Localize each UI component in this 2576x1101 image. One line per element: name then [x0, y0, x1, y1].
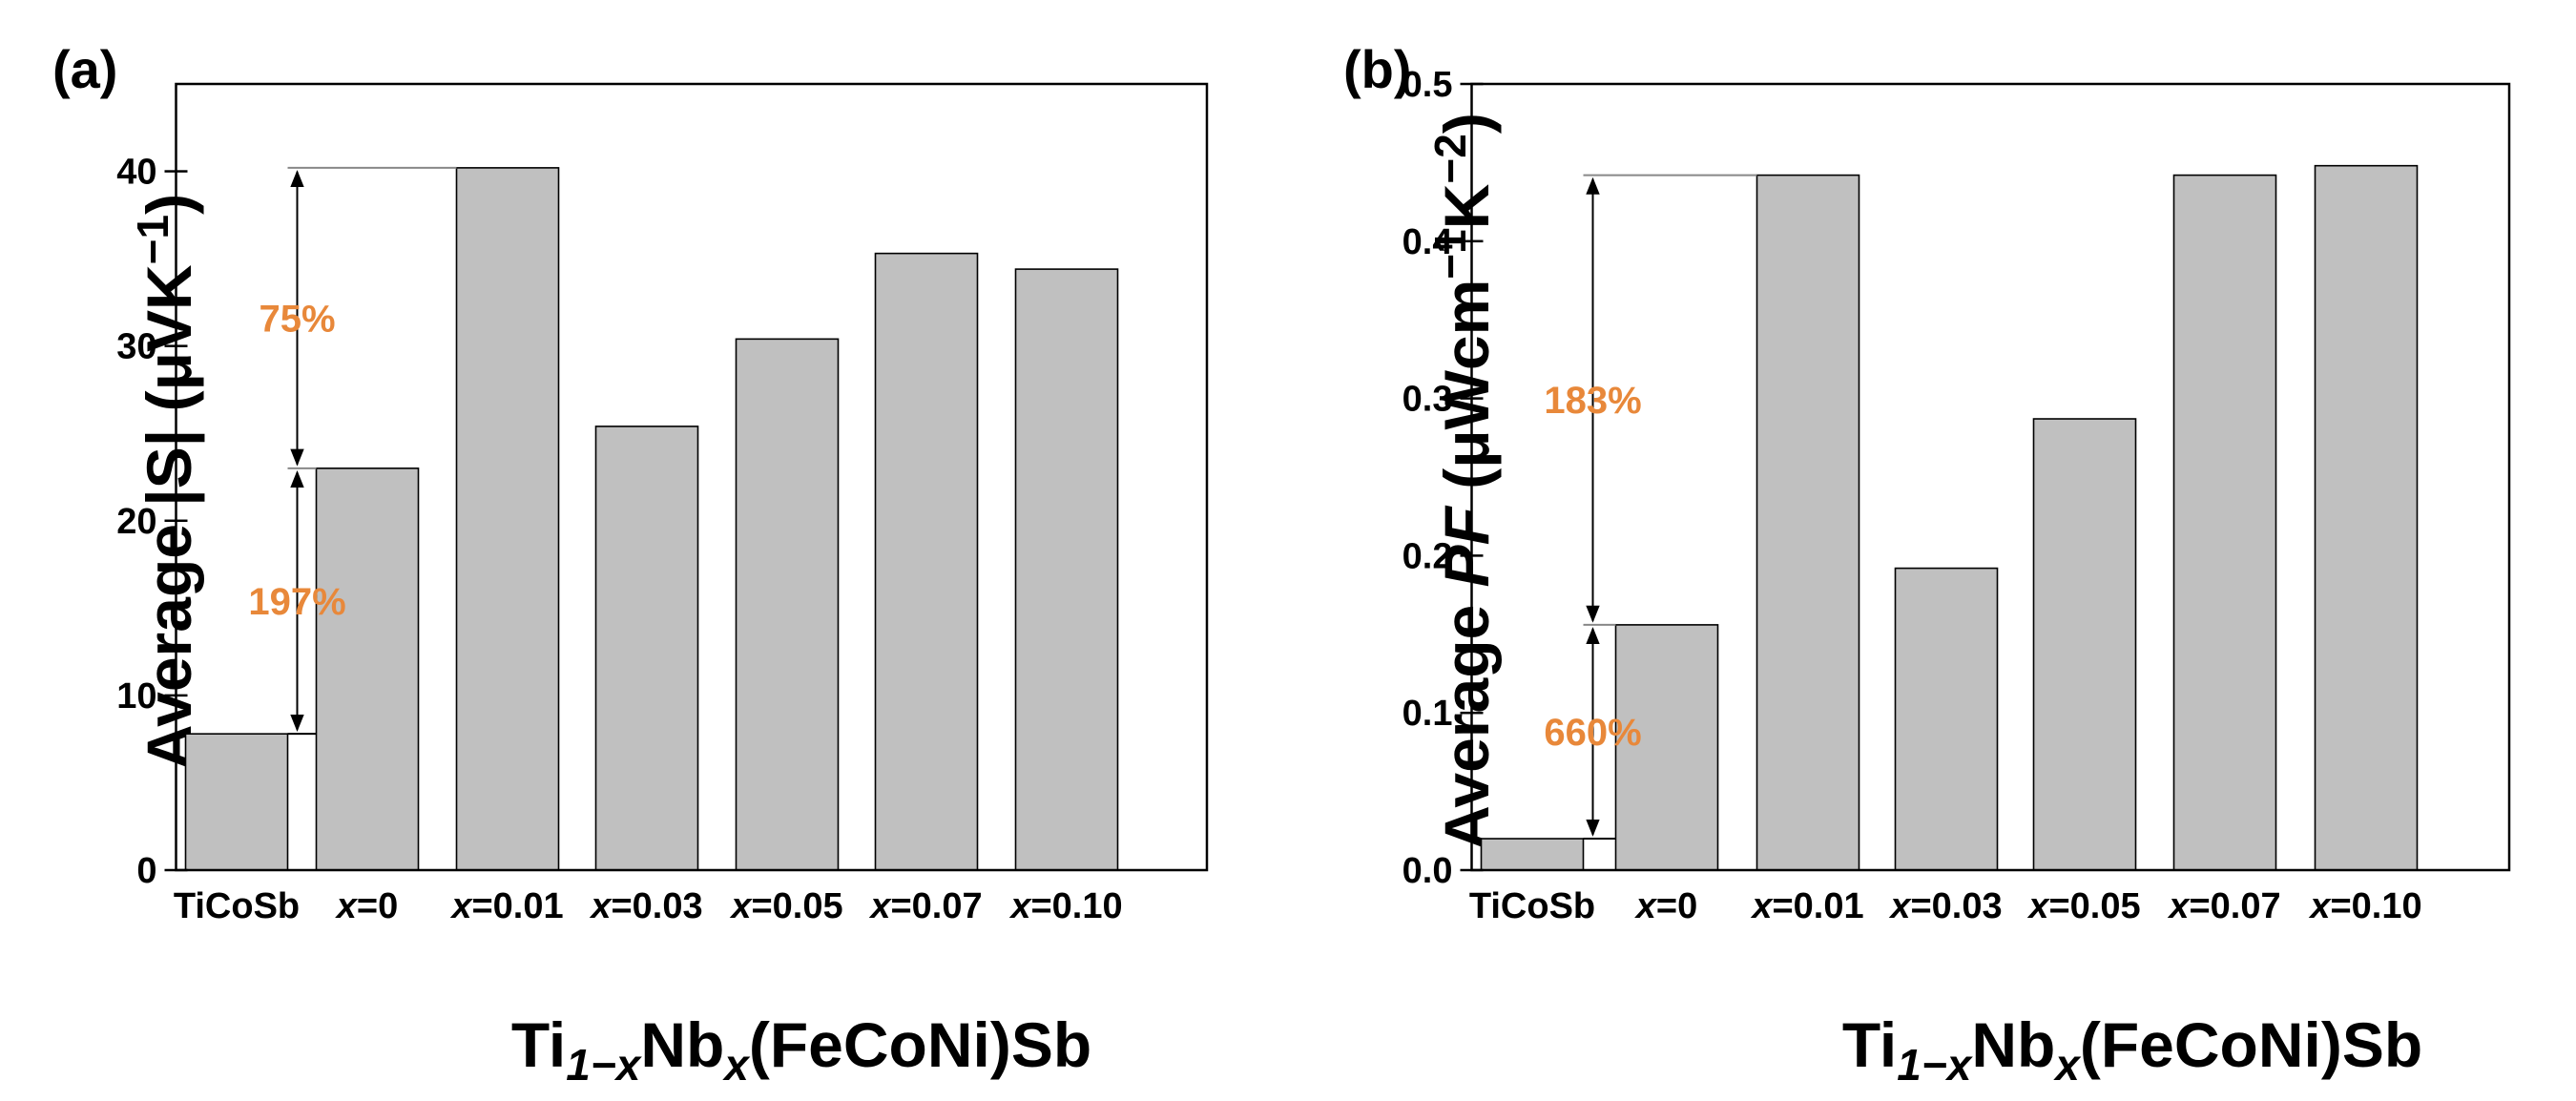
x-tick-label-5: x=0.07: [2167, 886, 2280, 926]
x-tick-label-2: x=0.01: [1750, 886, 1863, 926]
y-tick-label-0: 0: [136, 851, 156, 891]
x-tick-label-3: x=0.03: [1888, 886, 2002, 926]
x-tick-label-4: x=0.05: [2026, 886, 2140, 926]
x-tick-label-6: x=0.10: [2308, 886, 2421, 926]
panel-a-y-axis-label: Average |S| (μVK−1): [128, 194, 206, 770]
y-tick-label-2: 0.2: [1402, 536, 1453, 576]
panel-a-x-axis-label: Ti1−xNbx(FeCoNi)Sb: [511, 1009, 1091, 1090]
plot-frame: [1470, 82, 2511, 872]
bar-5: [874, 252, 979, 871]
bar-0: [184, 733, 289, 871]
annotation-label-1: 197%: [248, 581, 345, 623]
y-tick-label-3: 30: [116, 327, 156, 367]
bar-3: [1894, 567, 1999, 871]
y-tick-label-5: 0.5: [1402, 65, 1453, 105]
bar-6: [2314, 164, 2419, 871]
annotation-label-0: 183%: [1544, 380, 1641, 422]
y-tick-label-0: 0.0: [1402, 851, 1453, 891]
annotation-label-0: 75%: [259, 298, 335, 340]
bar-0: [1480, 838, 1585, 871]
y-tick-label-1: 10: [116, 676, 156, 717]
x-tick-label-1: x=0: [335, 886, 398, 926]
panel-a-label: (a): [52, 39, 117, 99]
bar-1: [315, 467, 420, 871]
bar-3: [594, 426, 699, 871]
bar-2: [1755, 174, 1860, 871]
panel-b-label: (b): [1343, 39, 1412, 99]
plot-frame: [175, 82, 1209, 872]
panel-b-chart: (b) Average PF (μWcm−1K−2) Ti1−xNbx(FeCo…: [1343, 39, 2511, 1090]
x-tick-label-5: x=0.07: [868, 886, 982, 926]
bar-6: [1014, 268, 1119, 871]
panel-a-chart: (a) Average |S| (μVK−1) Ti1−xNbx(FeCoNi)…: [52, 39, 1209, 1090]
bar-5: [2172, 174, 2277, 871]
x-tick-label-4: x=0.05: [729, 886, 842, 926]
y-tick-label-4: 40: [116, 153, 156, 193]
panel-b-y-axis-label: Average PF (μWcm−1K−2): [1425, 113, 1502, 851]
bar-2: [455, 167, 560, 871]
x-tick-label-6: x=0.10: [1008, 886, 1122, 926]
y-tick-label-1: 0.1: [1402, 694, 1453, 734]
y-tick-label-3: 0.3: [1402, 380, 1453, 420]
bar-4: [2032, 418, 2137, 871]
y-tick-label-2: 20: [116, 502, 156, 542]
annotation-label-1: 660%: [1544, 712, 1641, 754]
y-tick-label-4: 0.4: [1402, 222, 1453, 262]
bar-1: [1614, 624, 1719, 871]
x-tick-label-0: TiCoSb: [1469, 886, 1595, 926]
x-tick-label-3: x=0.03: [589, 886, 702, 926]
panel-b-x-axis-label: Ti1−xNbx(FeCoNi)Sb: [1842, 1009, 2422, 1090]
x-tick-label-2: x=0.01: [449, 886, 563, 926]
x-tick-label-0: TiCoSb: [174, 886, 300, 926]
x-tick-label-1: x=0: [1634, 886, 1697, 926]
bar-4: [735, 338, 840, 871]
